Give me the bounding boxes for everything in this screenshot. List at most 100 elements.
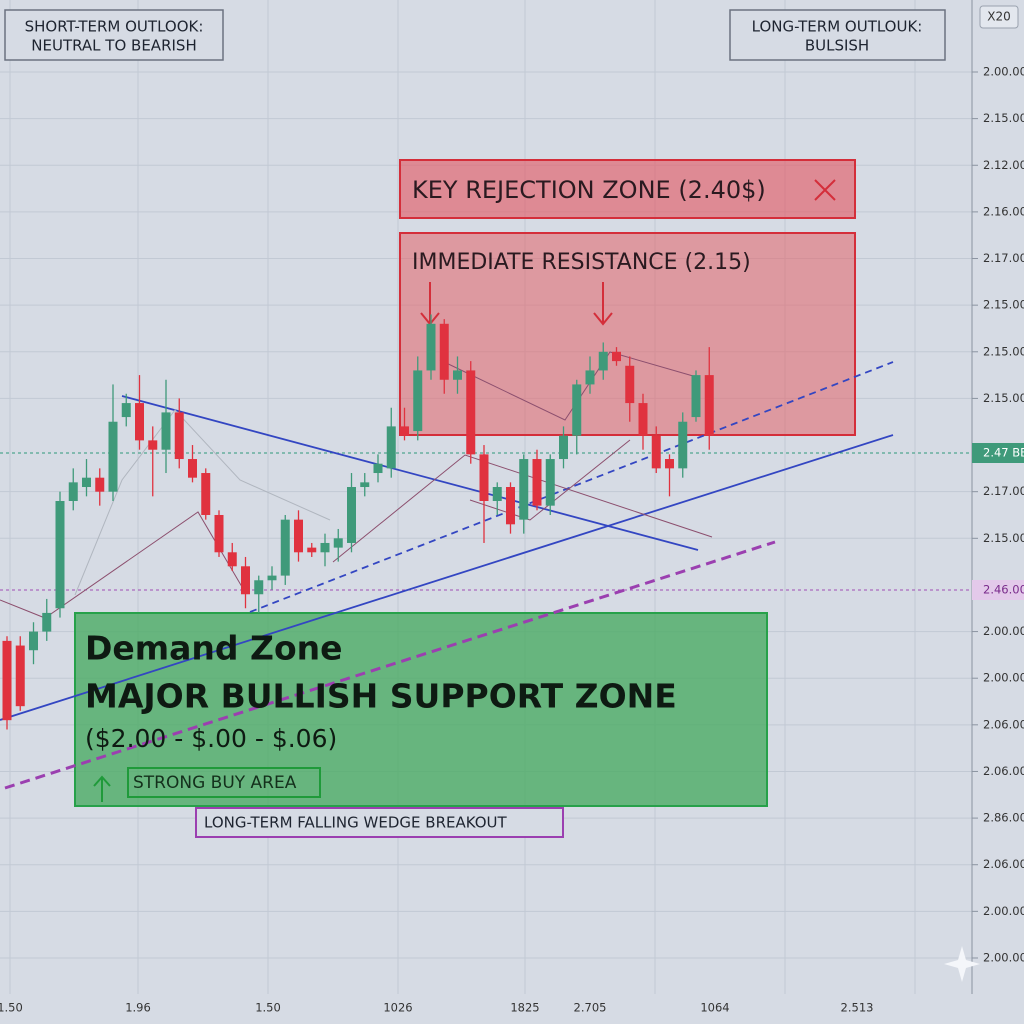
trend-line [249, 361, 894, 613]
price-tag [972, 580, 1024, 600]
x-ticks: 1.50 1.96 1.50 1026 1825 2.705 1064 2.513 [0, 1001, 873, 1015]
trend-line [0, 434, 894, 721]
candle-body [294, 519, 303, 553]
x-tick-label: 1825 [510, 1001, 539, 1015]
candle-body [545, 459, 555, 506]
y-tick-label: 2.06.00 [983, 717, 1024, 731]
candle-body [121, 403, 131, 418]
strong-buy-box [127, 767, 321, 798]
short-outlook-box [4, 9, 224, 61]
y-tick-label: 2.17.00 [983, 251, 1024, 265]
candle-body [519, 459, 529, 520]
candle-body [598, 351, 608, 371]
up-arrow [93, 775, 111, 802]
candle-body [42, 612, 52, 632]
candle-body [386, 426, 396, 469]
x-tick-label: 1026 [383, 1001, 412, 1015]
candle-body [55, 501, 65, 609]
candle-body [572, 384, 582, 436]
candle-body [15, 645, 25, 707]
candle-body [651, 435, 661, 469]
wedge-box [195, 807, 564, 838]
candle-body [174, 412, 184, 460]
candle-body [678, 421, 688, 469]
demand-range: ($2.00 - $.00 - $.06) [85, 724, 337, 753]
candle-body [492, 487, 502, 502]
y-tick-label: 2.06.00 [983, 764, 1024, 778]
candle-body [347, 487, 356, 543]
candle-body [68, 482, 78, 502]
candle-body [413, 370, 423, 432]
candle-body [320, 542, 330, 553]
candle-body [704, 375, 714, 436]
x-tick-label: 1064 [700, 1001, 729, 1015]
x-tick-label: 2.513 [841, 1001, 874, 1015]
sparkle-icon [944, 946, 980, 982]
long-outlook-line: LONG-TERM OUTLOUK: [752, 18, 923, 36]
x-tick-label: 1.96 [125, 1001, 151, 1015]
wedge-label: LONG-TERM FALLING WEDGE BREAKOUT [204, 814, 508, 832]
candle-body [267, 575, 277, 581]
long-outlook-line: BULSISH [805, 37, 869, 55]
price-tag [972, 443, 1024, 463]
candle-body [453, 370, 462, 380]
candle-body [148, 440, 158, 450]
y-tick-label: 2.15.00 [983, 531, 1024, 545]
candle-body [612, 351, 621, 362]
y-tick-label: 2.15.00 [983, 344, 1024, 358]
y-tick-label: 2.86.00 [983, 811, 1024, 825]
x-tick-label: 2.705 [574, 1001, 607, 1015]
candle-body [333, 538, 343, 548]
candle-body [466, 370, 476, 455]
candle-body [307, 547, 317, 553]
resistance-label: IMMEDIATE RESISTANCE (2.15) [412, 250, 751, 275]
y-tick-label: 2.12.00 [983, 158, 1024, 172]
trend-lines [0, 351, 894, 790]
y-tick-label: 2.15.00 [983, 298, 1024, 312]
y-tick-label: 2.00.00 [983, 904, 1024, 918]
candle-body [625, 365, 635, 404]
candle-body [373, 463, 383, 474]
y-tick-label: 2.15.00 [983, 111, 1024, 125]
y-tick-label: 2.17.00 [983, 484, 1024, 498]
swing-line [469, 439, 631, 521]
y-tick-label: 2.06.00 [983, 857, 1024, 871]
long-outlook-box [729, 9, 946, 61]
candle-body [506, 487, 515, 525]
short-outlook-line: NEUTRAL TO BEARISH [31, 37, 196, 55]
candle-body [280, 519, 290, 576]
candle-body [82, 477, 91, 488]
price-tag-label: 2.46.00 [983, 583, 1024, 597]
x-tick-label: 1.50 [0, 1001, 23, 1015]
candle-body [426, 323, 436, 371]
x-icon [814, 179, 836, 201]
candle-body [2, 640, 12, 721]
trend-line [121, 395, 699, 551]
y-tick-label: 2.00.00 [983, 624, 1024, 638]
candle-body [241, 566, 250, 595]
demand-zone [74, 612, 768, 807]
candle-body [201, 473, 211, 515]
candle-body [29, 631, 38, 651]
candle-body [400, 426, 409, 436]
y-tick-label: 2.00.00 [983, 671, 1024, 685]
short-outlook-line: SHORT-TERM OUTLOOK: [25, 18, 204, 36]
y-tick-label: 2.16.00 [983, 204, 1024, 218]
trend-line [4, 540, 776, 790]
candle-body [691, 375, 701, 418]
y-ticks: 2.00.00 2.15.00 2.12.00 2.16.00 2.17.00 2.15.… [972, 64, 1024, 964]
x-tick-label: 1.50 [255, 1001, 281, 1015]
candle-body [559, 435, 568, 460]
y-tick-label: 2.15.00 [983, 391, 1024, 405]
candle-body [532, 459, 542, 506]
candle-body [360, 482, 370, 488]
arrow [593, 282, 613, 326]
demand-title: Demand Zone [85, 629, 343, 668]
demand-subtitle: MAJOR BULLISH SUPPORT ZONE [85, 677, 677, 716]
candle-body [638, 403, 648, 436]
candle-body [585, 370, 595, 385]
candle-body [161, 412, 171, 450]
y-tick-label: 2.00.00 [983, 64, 1024, 78]
